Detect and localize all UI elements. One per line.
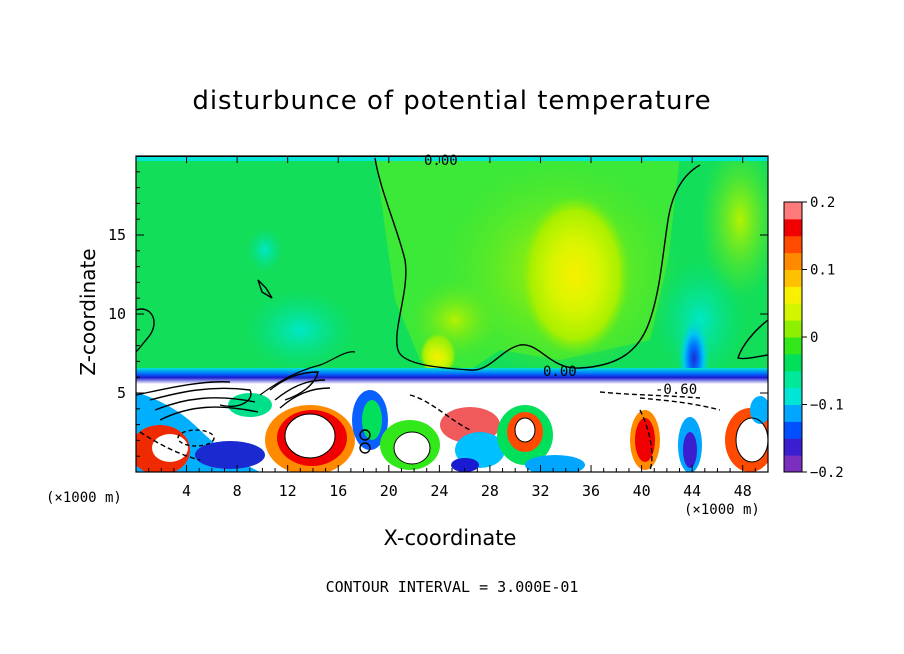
contour-label-neg: -0.60 — [655, 382, 697, 398]
x-tick-label: 48 — [734, 482, 752, 500]
y-axis-label: Z-coordinate — [76, 248, 100, 376]
colorbar — [784, 202, 802, 473]
contour-label-zero: 0.00 — [543, 364, 577, 380]
contour-labels: 0.00 0.00 -0.60 — [424, 153, 697, 398]
y-axis: 5 10 15 — [108, 171, 768, 457]
x-unit-right: (×1000 m) — [684, 502, 760, 518]
field-layer — [136, 156, 768, 472]
x-tick-label: 36 — [582, 482, 600, 500]
x-tick-label: 16 — [329, 482, 347, 500]
colorbar-swatch — [784, 252, 802, 270]
x-tick-label: 12 — [279, 482, 297, 500]
x-tick-label: 24 — [430, 482, 448, 500]
colorbar-swatch — [784, 370, 802, 389]
y-tick-label: 5 — [117, 384, 126, 402]
colorbar-swatch — [784, 235, 802, 254]
x-axis: 4 8 12 16 20 24 28 32 36 40 44 48 — [148, 156, 756, 500]
x-tick-label: 40 — [633, 482, 651, 500]
colorbar-ticks: 0.2 0.1 0 −0.1 −0.2 — [802, 195, 844, 481]
colorbar-swatch — [784, 421, 802, 439]
colorbar-tick-label: 0.2 — [810, 195, 835, 211]
x-axis-label: X-coordinate — [383, 526, 517, 550]
colorbar-tick-label: 0 — [810, 330, 818, 346]
x-tick-label: 32 — [531, 482, 549, 500]
x-tick-label: 44 — [683, 482, 701, 500]
colorbar-swatch — [784, 269, 802, 287]
colorbar-tick-label: 0.1 — [810, 263, 835, 279]
colorbar-tick-label: −0.2 — [810, 465, 844, 481]
colorbar-swatch — [784, 286, 802, 304]
contour-interval: CONTOUR INTERVAL = 3.000E-01 — [325, 578, 579, 596]
colorbar-tick-label: −0.1 — [810, 398, 844, 414]
y-tick-label: 10 — [108, 305, 126, 323]
colorbar-swatch — [784, 404, 802, 422]
x-tick-label: 8 — [233, 482, 242, 500]
colorbar-swatch — [784, 303, 802, 321]
y-tick-label: 15 — [108, 226, 126, 244]
colorbar-swatch — [784, 320, 802, 338]
colorbar-swatch — [784, 202, 802, 220]
colorbar-swatch — [784, 438, 802, 456]
contour-lines — [136, 156, 768, 471]
colorbar-swatch — [784, 353, 802, 372]
x-tick-label: 4 — [182, 482, 191, 500]
contour-label-top: 0.00 — [424, 153, 458, 169]
colorbar-swatch — [784, 387, 802, 405]
x-unit-left: (×1000 m) — [46, 490, 122, 506]
chart-title: disturbunce of potential temperature — [192, 86, 712, 116]
x-tick-label: 20 — [380, 482, 398, 500]
colorbar-swatch — [784, 218, 802, 237]
colorbar-swatch — [784, 455, 802, 473]
colorbar-swatch — [784, 337, 802, 355]
x-tick-label: 28 — [481, 482, 499, 500]
